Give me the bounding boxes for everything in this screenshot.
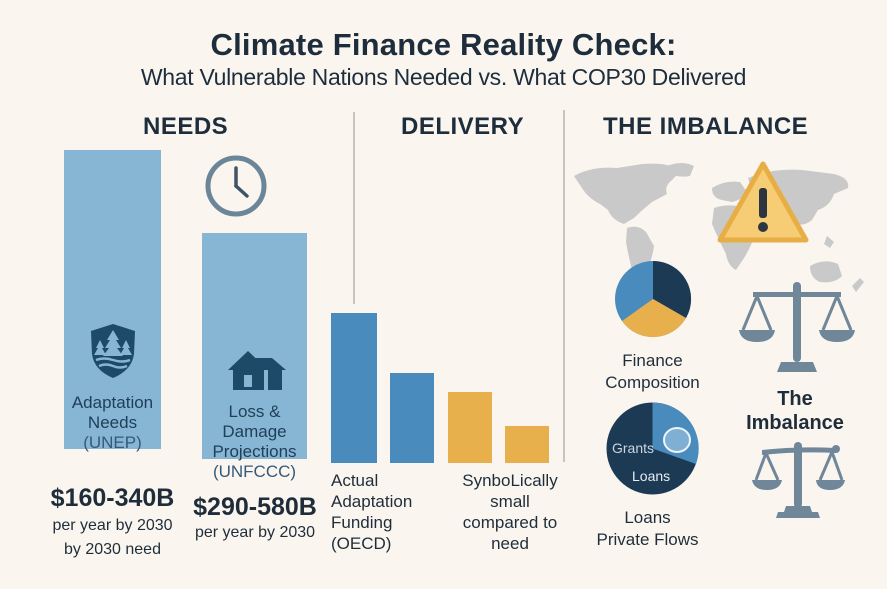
bar-label-adaptation: Adaptation Needs (UNEP)	[60, 393, 165, 453]
scales-icon	[737, 280, 857, 376]
label-line: Funding	[331, 513, 393, 532]
scales-icon-2	[750, 440, 846, 520]
label-line: compared to	[462, 513, 558, 532]
pie2-label-grants: Grants	[612, 440, 655, 456]
bar-delivery-3	[448, 392, 492, 463]
bar-delivery-2	[390, 373, 434, 463]
label-line: Needs	[87, 413, 138, 432]
sub-line: per year by 2030	[194, 524, 316, 541]
label-line: (OECD)	[331, 534, 392, 553]
divider-right	[563, 110, 565, 462]
sub-line: by 2030 need	[64, 541, 161, 558]
caption-line: The	[777, 388, 813, 410]
value-adaptation: $160-340B	[50, 484, 175, 512]
label-line: Projections	[212, 442, 297, 461]
value-loss-damage: $290-580B	[193, 493, 317, 521]
clock-icon	[204, 154, 268, 218]
label-line: need	[491, 534, 529, 553]
scales-caption: The Imbalance	[735, 387, 855, 435]
bar-delivery-4	[505, 426, 549, 463]
bar-delivery-1	[331, 313, 377, 463]
house-icon	[226, 348, 288, 392]
label-line: SynboLically	[462, 471, 558, 490]
label-line: small	[490, 492, 530, 511]
label-line: Actual	[331, 471, 379, 490]
section-heading-imbalance: THE IMBALANCE	[603, 113, 809, 140]
page-subtitle: What Vulnerable Nations Needed vs. What …	[140, 64, 747, 90]
label-source: (UNFCCC)	[212, 462, 297, 481]
delivery-label-right: SynboLically small compared to need	[452, 470, 568, 554]
divider-left	[353, 112, 355, 304]
caption-line: Private Flows	[596, 530, 699, 549]
section-heading-needs: NEEDS	[143, 113, 229, 140]
pie2-caption: Loans Private Flows	[585, 507, 710, 551]
bar-adaptation-needs	[64, 150, 161, 449]
sub-line: per year by 2030	[52, 517, 173, 534]
pie2-label-loans: Loans	[632, 468, 671, 484]
pie-chart-icon	[613, 259, 693, 339]
caption-line: Finance	[622, 351, 683, 370]
delivery-label-left: Actual Adaptation Funding (OECD)	[331, 470, 412, 554]
section-heading-delivery: DELIVERY	[401, 113, 525, 140]
label-line: Damage	[222, 422, 287, 441]
subvalue-loss-damage: per year by 2030	[175, 521, 335, 545]
warning-icon	[716, 160, 810, 244]
caption-line: Imbalance	[746, 412, 844, 434]
pie-chart-grants-loans	[605, 401, 700, 496]
caption-line: Loans	[624, 508, 671, 527]
label-line: Loss &	[228, 402, 281, 421]
bar-label-loss-damage: Loss & Damage Projections (UNFCCC)	[200, 402, 309, 482]
page-title: Climate Finance Reality Check:	[210, 27, 677, 62]
label-line: Adaptation	[71, 393, 154, 412]
pie1-caption: Finance Composition	[590, 350, 715, 394]
label-line: Adaptation	[331, 492, 413, 511]
caption-line: Composition	[605, 373, 700, 392]
label-source: (UNEP)	[83, 433, 142, 452]
subvalue-adaptation: per year by 2030 by 2030 need	[30, 514, 195, 562]
bar-loss-damage	[202, 233, 307, 459]
shield-trees-icon	[88, 322, 138, 380]
